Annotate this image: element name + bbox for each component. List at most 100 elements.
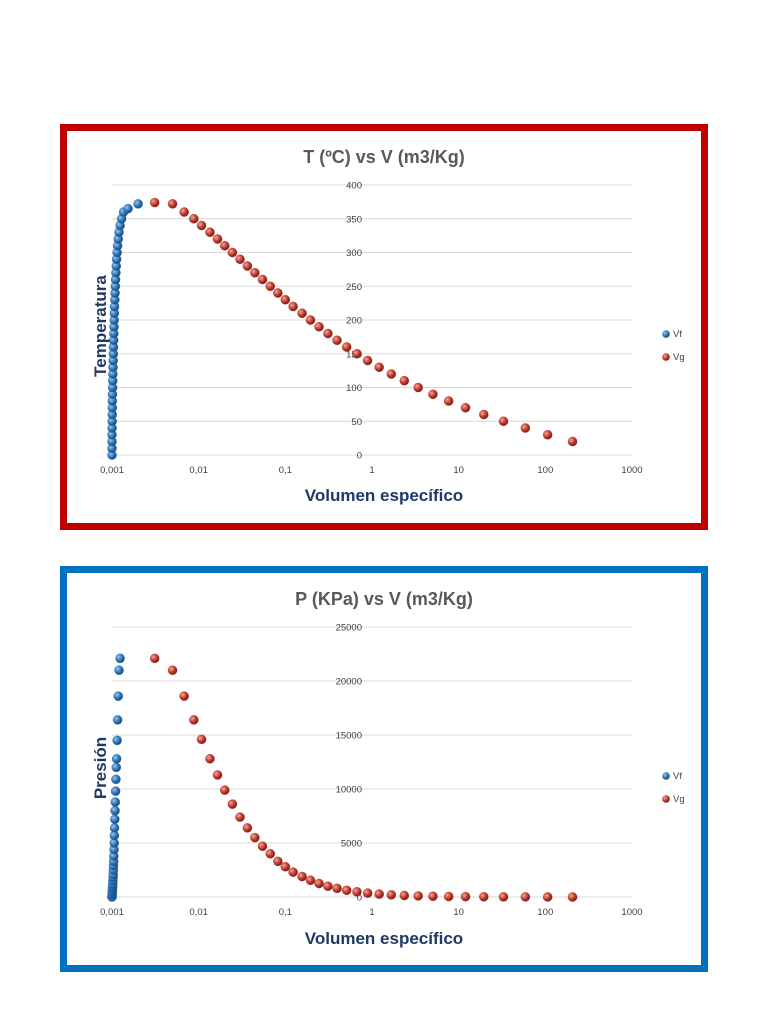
- data-point-vg: [567, 436, 578, 447]
- data-point-vg: [280, 294, 291, 305]
- data-point-vg: [189, 214, 199, 224]
- x-axis-title: Volumen específico: [305, 486, 463, 505]
- pressure-chart-frame: P (KPa) vs V (m3/Kg) 0 5000 10000 15000 2000…: [60, 566, 708, 972]
- data-point-vg: [341, 885, 352, 896]
- data-point-vg: [257, 274, 268, 285]
- data-point-vg: [479, 892, 489, 902]
- data-point-vg: [189, 715, 199, 725]
- x-tick-label: 0,01: [189, 465, 208, 476]
- chart-title: T (ºC) vs V (m3/Kg): [303, 147, 465, 167]
- data-point-vg: [386, 890, 397, 900]
- x-tick-label: 100: [537, 465, 553, 476]
- data-point-vg: [273, 288, 283, 298]
- data-point-vg: [167, 665, 178, 675]
- data-point-vf: [111, 762, 122, 773]
- data-point-vg: [323, 881, 333, 891]
- x-tick-label: 0,001: [100, 465, 124, 476]
- data-point-vg: [265, 281, 276, 291]
- x-tick-label: 100: [537, 907, 553, 918]
- data-point-vf: [111, 774, 121, 785]
- y-tick-label: 15000: [336, 731, 362, 742]
- data-point-vg: [542, 892, 553, 902]
- legend: Vf Vg: [662, 771, 685, 805]
- x-tick-label: 1: [369, 907, 374, 918]
- x-tick-label: 0,001: [100, 907, 124, 918]
- data-point-vg: [167, 199, 178, 209]
- data-point-vg: [265, 849, 276, 859]
- temperature-volume-chart: T (ºC) vs V (m3/Kg) 05010015020025030035…: [91, 147, 685, 505]
- legend-marker-vg: [662, 795, 670, 803]
- x-tick-label: 0,1: [279, 907, 292, 918]
- y-tick-label: 100: [346, 383, 362, 394]
- data-point-vf: [112, 715, 123, 725]
- data-point-vg: [149, 197, 160, 208]
- data-point-vg: [374, 362, 384, 372]
- data-point-vg: [242, 823, 253, 833]
- data-point-vf: [115, 653, 125, 664]
- data-point-vg: [305, 315, 316, 325]
- y-tick-label: 5000: [341, 839, 362, 850]
- data-point-vg: [413, 382, 423, 393]
- legend-label-vf: Vf: [673, 329, 682, 340]
- data-point-vg: [428, 891, 438, 901]
- y-tick-label: 300: [346, 248, 362, 259]
- y-tick-label: 50: [351, 417, 362, 428]
- x-tick-label: 10: [453, 465, 464, 476]
- legend-label-vg: Vg: [673, 352, 685, 363]
- data-point-vg: [205, 227, 215, 238]
- data-point-vg: [428, 389, 438, 399]
- data-point-vg: [280, 862, 291, 872]
- data-point-vg: [479, 409, 489, 420]
- data-point-vg: [413, 891, 423, 901]
- data-point-vg: [341, 342, 352, 352]
- data-point-vg: [399, 375, 410, 386]
- data-point-vg: [314, 878, 324, 889]
- y-axis-title: Temperatura: [91, 275, 110, 377]
- y-tick-label: 10000: [336, 785, 362, 796]
- y-tick-label: 350: [346, 214, 362, 225]
- legend-marker-vf: [662, 330, 670, 338]
- y-tick-label: 0: [357, 893, 362, 904]
- pressure-volume-chart: P (KPa) vs V (m3/Kg) 0 5000 10000 15000 2000…: [91, 589, 685, 948]
- data-point-vg: [332, 883, 342, 894]
- y-axis-title: Presión: [91, 737, 110, 799]
- data-point-vg: [235, 812, 245, 822]
- data-point-vg: [250, 832, 260, 843]
- data-point-vf: [113, 691, 123, 701]
- chart-title: P (KPa) vs V (m3/Kg): [295, 589, 473, 609]
- data-point-vg: [227, 799, 238, 809]
- data-point-vg: [179, 691, 189, 701]
- y-tick-label: 0: [357, 451, 362, 462]
- data-point-vf: [133, 199, 143, 209]
- data-point-vf: [111, 754, 122, 764]
- data-point-vg: [212, 770, 223, 780]
- data-point-vg: [386, 369, 397, 379]
- data-point-vg: [149, 653, 160, 664]
- x-tick-label: 1000: [621, 465, 642, 476]
- data-point-vg: [443, 891, 454, 902]
- data-point-vg: [196, 220, 207, 231]
- data-point-vg: [205, 754, 215, 764]
- data-point-vg: [520, 423, 531, 433]
- data-point-vg: [196, 734, 207, 745]
- data-point-vg: [352, 348, 362, 359]
- data-point-vg: [179, 207, 189, 217]
- data-point-vf: [109, 823, 120, 833]
- data-point-vg: [288, 867, 298, 877]
- data-point-vg: [443, 396, 454, 406]
- data-point-vf: [110, 797, 121, 807]
- y-tick-label: 20000: [336, 677, 362, 688]
- data-point-vf: [110, 814, 120, 824]
- data-point-vg: [352, 887, 362, 897]
- y-tick-label: 200: [346, 316, 362, 327]
- x-tick-label: 1000: [621, 907, 642, 918]
- data-point-vg: [332, 335, 342, 345]
- data-point-vg: [235, 254, 245, 265]
- legend: Vf Vg: [662, 329, 685, 363]
- x-tick-label: 1: [369, 465, 374, 476]
- data-point-vg: [297, 871, 307, 882]
- data-point-vg: [257, 841, 268, 851]
- data-point-vf: [112, 735, 122, 746]
- data-point-vg: [567, 892, 578, 902]
- data-point-vg: [498, 892, 509, 902]
